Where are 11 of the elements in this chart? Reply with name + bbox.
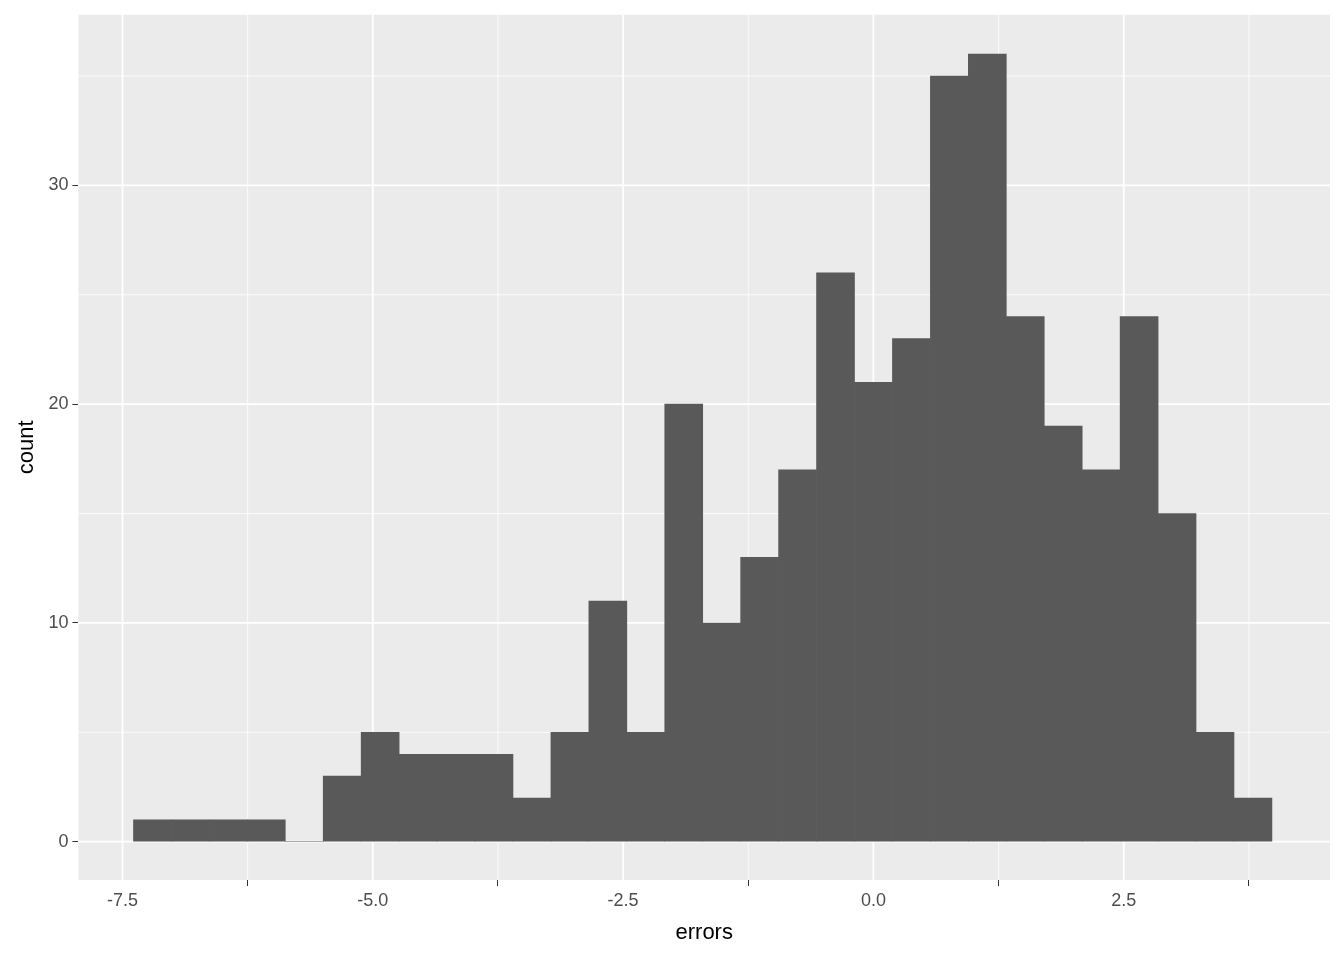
x-tick-label: -2.5 [607, 889, 639, 910]
y-tick-label: 0 [58, 830, 69, 851]
y-axis-title: count [13, 420, 39, 475]
y-tick-label: 30 [48, 174, 69, 195]
y-tick-label: 10 [48, 611, 69, 632]
x-tick-label: 0.0 [860, 889, 886, 910]
x-axis-title: errors [675, 918, 733, 944]
y-tick-label: 20 [48, 393, 69, 414]
x-tick-label: -7.5 [106, 889, 138, 910]
x-tick-label: -5.0 [357, 889, 389, 910]
x-tick-label: 2.5 [1111, 889, 1137, 910]
